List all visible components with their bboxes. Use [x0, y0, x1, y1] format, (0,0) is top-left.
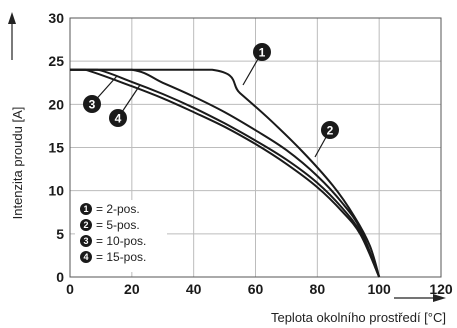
callout-number-2: 2	[327, 124, 334, 138]
legend-label-3: = 10-pos.	[96, 234, 146, 248]
legend-label-4: = 15-pos.	[96, 250, 146, 264]
legend-label-1: = 2-pos.	[96, 202, 140, 216]
chart-axes	[69, 17, 442, 278]
callout-badge-4	[109, 109, 127, 127]
legend-number-3: 3	[83, 236, 88, 246]
x-tick-label: 80	[310, 281, 326, 297]
callout-badge-3	[83, 95, 101, 113]
legend-label-2: = 5-pos.	[96, 218, 140, 232]
legend-number-1: 1	[83, 204, 88, 214]
y-tick-label: 25	[48, 53, 64, 69]
x-tick-labels: 0 20 40 60 80 100 120	[66, 281, 453, 297]
legend-badge-4	[80, 251, 92, 263]
plot-frame	[69, 17, 442, 278]
y-tick-label: 0	[56, 269, 64, 285]
y-axis-label: Intenzita proudu [A]	[10, 107, 25, 220]
legend-badge-2	[80, 219, 92, 231]
x-tick-label: 100	[367, 281, 391, 297]
x-tick-label: 20	[124, 281, 140, 297]
chart-legend: 1 = 2-pos. 2 = 5-pos. 3 = 10-pos. 4 = 15-pos.	[75, 200, 167, 272]
callout-number-4: 4	[115, 112, 122, 126]
legend-number-4: 4	[83, 252, 88, 262]
x-tick-label: 120	[429, 281, 453, 297]
x-axis-arrowhead	[433, 294, 446, 302]
callout-badge-1	[253, 43, 271, 61]
x-tick-label: 40	[186, 281, 202, 297]
series-line-4	[70, 68, 381, 278]
series-line-1	[70, 68, 381, 278]
y-tick-label: 15	[48, 140, 64, 156]
legend-number-2: 2	[83, 220, 88, 230]
callout-badge-2	[321, 121, 339, 139]
y-tick-label: 10	[48, 183, 64, 199]
legend-badge-3	[80, 235, 92, 247]
y-tick-label: 20	[48, 96, 64, 112]
callout-number-3: 3	[89, 98, 96, 112]
y-tick-label: 5	[56, 226, 64, 242]
legend-badge-1	[80, 203, 92, 215]
x-tick-label: 60	[248, 281, 264, 297]
series-callouts: 1 2 3 4	[83, 43, 339, 158]
series-line-3	[70, 68, 381, 278]
y-tick-labels: 0 5 10 15 20 25 30	[48, 10, 64, 285]
series-line-2	[70, 68, 381, 278]
y-tick-label: 30	[48, 10, 64, 26]
y-axis-arrowhead	[8, 12, 16, 24]
x-tick-label: 0	[66, 281, 74, 297]
x-axis-label: Teplota okolního prostředí [°C]	[271, 310, 446, 325]
callout-number-1: 1	[259, 46, 266, 60]
series-lines	[70, 68, 381, 278]
